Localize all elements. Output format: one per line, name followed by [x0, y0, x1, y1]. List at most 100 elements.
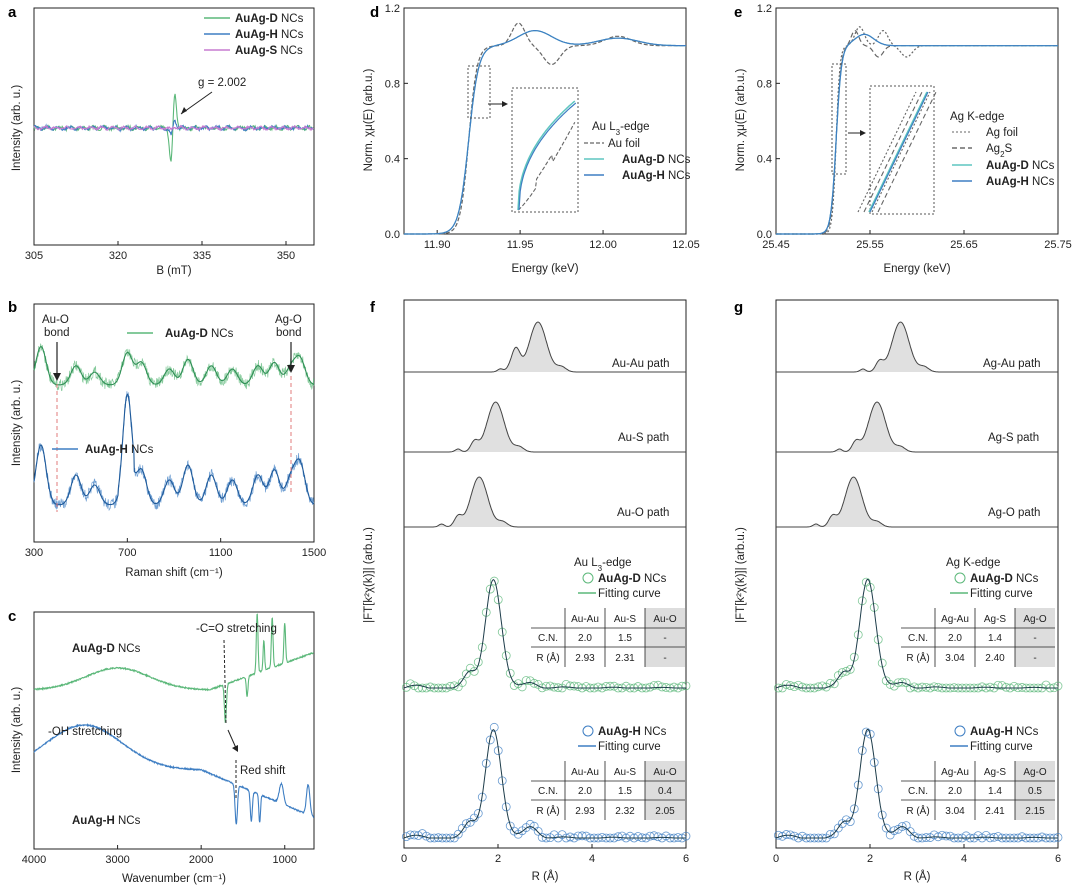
x-tick-label: 700 [118, 547, 136, 559]
param-table-g-1: Ag-Au Ag-S Ag-O C.N. 2.0 1.4 0.5 R (Å) 3… [901, 761, 1055, 820]
table-cell: 1.4 [988, 786, 1002, 797]
table-header: Ag-Au [941, 614, 969, 625]
path-fill-1 [404, 402, 686, 452]
fit-line [775, 578, 1058, 689]
data-point [469, 666, 479, 676]
legend-entry-f-1: AuAg-H NCs [598, 726, 667, 738]
legend-entry-c-1: AuAg-H NCs [72, 815, 141, 827]
table-cell: 2.0 [578, 786, 592, 797]
legend-entry-a-2: AuAg-S NCs [235, 45, 303, 57]
raman-smooth-blue [33, 393, 315, 506]
inset-d-cyan [517, 100, 576, 211]
y-axis-label-c: Intensity (arb. u.) [11, 687, 23, 773]
inset-series-d [517, 100, 577, 211]
x-ticks-c: 4000 3000 2000 1000 [22, 845, 297, 866]
x-tick-label: 6 [1055, 853, 1061, 865]
fit-data-f-0 [401, 576, 691, 693]
x-axis-label-c: Wavenumber (cm⁻¹) [122, 873, 226, 885]
data-point [845, 664, 855, 674]
panel-label-e: e [734, 4, 742, 21]
data-point [645, 682, 655, 692]
y-axis-label-e: Norm. χμ(E) (arb.u.) [735, 68, 747, 171]
panel-label-a: a [8, 4, 17, 21]
arrow-red-shift [227, 729, 237, 749]
x-tick-label: 350 [277, 250, 295, 262]
legend-marker-f-1 [582, 725, 594, 737]
path-curves-g [776, 321, 1058, 528]
table-cell: - [1033, 653, 1036, 664]
data-point [1053, 832, 1063, 842]
table-cell: 2.0 [948, 633, 962, 644]
x-tick-label: 11.90 [424, 239, 451, 251]
data-point [841, 666, 851, 676]
data-point [525, 819, 535, 829]
raman-smooth-green [33, 346, 315, 386]
annotation-ag-o-line2: bond [276, 327, 302, 339]
path-line-0 [404, 321, 686, 373]
legend-entry-a-1: AuAg-H NCs [235, 29, 304, 41]
path-line-0 [776, 321, 1058, 373]
x-tick-label: 4 [589, 853, 595, 865]
table-header: Au-Au [571, 767, 599, 778]
table-cell: 1.4 [988, 633, 1002, 644]
data-point [941, 831, 951, 841]
legend-entry-d-2: AuAg-H NCs [622, 170, 691, 182]
panel-label-g: g [734, 299, 743, 316]
table-cell: R (Å) [906, 804, 929, 817]
table-shade-g-0 [1015, 608, 1055, 667]
legend-entry-f-0: AuAg-D NCs [598, 573, 667, 585]
x-tick-label: 2 [867, 853, 873, 865]
arrowhead-au-o [53, 373, 61, 381]
ftir-line-green [33, 613, 315, 724]
edge-title-e: Ag K-edge [950, 111, 1004, 123]
table-header: Au-Au [571, 614, 599, 625]
annotation-au-o-line1: Au-O [42, 314, 69, 326]
x-tick-label: 12.00 [589, 239, 617, 251]
path-fill-2 [404, 477, 686, 527]
plot-frame-d [403, 7, 687, 235]
legend-entry-e-1: Ag2S [986, 143, 1013, 159]
data-point [461, 819, 471, 829]
data-point [489, 576, 499, 586]
x-tick-label: 305 [25, 250, 43, 262]
annotation-g-value: g = 2.002 [198, 77, 246, 89]
inset-e-line-2 [863, 91, 923, 213]
x-ticks-g: 0 2 4 6 [773, 844, 1061, 865]
y-tick-label: 0.8 [385, 78, 400, 90]
edge-title-d: Au L3-edge [592, 121, 650, 137]
x-tick-label: 3000 [105, 854, 129, 866]
panel-label-f: f [370, 299, 376, 316]
x-tick-label: 2 [495, 853, 501, 865]
table-shade-f-1 [645, 761, 685, 820]
legend-fit-f-1: Fitting curve [598, 741, 661, 753]
data-point [829, 679, 839, 689]
fit-line [403, 728, 686, 839]
data-point [449, 681, 459, 691]
path-fill-1 [776, 402, 1058, 452]
inset-arrowhead-d [502, 101, 508, 107]
legend-entry-b-1: AuAg-H NCs [85, 444, 154, 456]
x-axis-label-e: Energy (keV) [883, 263, 950, 275]
fit-line [403, 578, 686, 689]
table-cell: 3.04 [945, 653, 965, 664]
x-axis-label-b: Raman shift (cm⁻¹) [125, 567, 223, 579]
x-tick-label: 4 [961, 853, 967, 865]
table-cell: 3.04 [945, 806, 965, 817]
table-header: Ag-S [984, 767, 1007, 778]
data-point [505, 668, 515, 678]
path-label-g-0: Ag-Au path [983, 358, 1041, 370]
y-axis-label-b: Intensity (arb. u.) [11, 380, 23, 466]
plot-frame-c [33, 611, 315, 850]
ticks-d: 11.90 11.95 12.00 12.05 0.0 0.4 0.8 1.2 [385, 3, 700, 251]
table-cell: R (Å) [536, 804, 559, 817]
table-cell: 2.0 [578, 633, 592, 644]
y-axis-label-g: |FT[k²χ(k)]| (arb.u.) [735, 527, 747, 623]
inset-series-e [857, 91, 937, 213]
data-point [877, 810, 887, 820]
data-point [577, 831, 587, 841]
table-cell: 2.41 [985, 806, 1005, 817]
data-point [861, 727, 871, 737]
table-header: Au-O [653, 614, 677, 625]
table-cell: 2.31 [615, 653, 635, 664]
